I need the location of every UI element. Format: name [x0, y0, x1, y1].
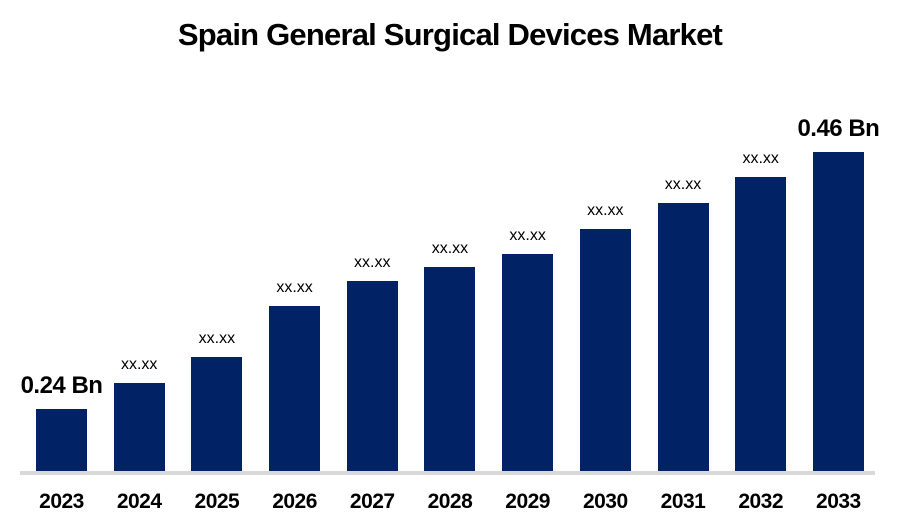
bar-column: xx.xx: [579, 0, 631, 471]
bar-value-label: 0.24 Bn: [20, 371, 103, 399]
bar: [579, 229, 631, 471]
x-tick-label: 2031: [660, 490, 706, 513]
bar: [113, 383, 165, 471]
bar-column: xx.xx: [191, 0, 243, 471]
bar-value-label: 0.46 Bn: [797, 114, 880, 142]
bar-column: xx.xx: [346, 0, 398, 471]
bar-column: 0.24 Bn: [21, 0, 103, 471]
x-tick-label: 2024: [116, 490, 162, 513]
x-axis-labels: 2023 2024 2025 2026 2027 2028 2029 2030 2031 2032…: [36, 490, 864, 514]
x-tick-label: 2033: [816, 490, 861, 513]
bar: [735, 177, 787, 471]
x-tick-label: 2023: [39, 490, 84, 513]
x-tick-label: 2027: [349, 490, 395, 513]
bar-column: xx.xx: [502, 0, 554, 471]
x-tick-label: 2030: [582, 490, 628, 513]
bar: [36, 409, 87, 471]
x-tick-label: 2025: [194, 490, 240, 513]
bar-value-label: xx.xx: [354, 254, 391, 272]
bar-column: xx.xx: [657, 0, 709, 471]
bar-column: xx.xx: [424, 0, 476, 471]
bar: [269, 306, 321, 471]
x-tick-label: 2029: [505, 490, 550, 513]
plot-area: 0.24 Bn xx.xx xx.xx xx.xx xx.xx xx.xx xx.xx xx.…: [21, 0, 880, 471]
bar-value-label: xx.xx: [276, 279, 313, 297]
bar-column: xx.xx: [269, 0, 321, 471]
x-axis-line: [20, 471, 875, 475]
bar-value-label: xx.xx: [664, 176, 702, 194]
bar: [191, 357, 243, 471]
bar-value-label: xx.xx: [431, 240, 469, 258]
bar-column: 0.46 Bn: [797, 0, 880, 471]
x-tick-label: 2028: [427, 490, 473, 513]
bar: [657, 203, 709, 471]
bar: [424, 267, 476, 471]
bar-column: xx.xx: [113, 0, 165, 471]
bar: [346, 281, 398, 471]
bar-value-label: xx.xx: [587, 202, 624, 220]
bar-value-label: xx.xx: [742, 150, 779, 168]
x-tick-label: 2026: [272, 490, 317, 513]
bar-value-label: xx.xx: [120, 356, 158, 374]
bar-column: xx.xx: [735, 0, 787, 471]
chart-title: Spain General Surgical Devices Market: [177, 17, 723, 52]
bar-value-label: xx.xx: [509, 227, 546, 245]
bar: [812, 152, 864, 471]
bar-value-label: xx.xx: [198, 330, 236, 348]
bar: [502, 254, 554, 471]
x-tick-label: 2032: [738, 490, 784, 513]
